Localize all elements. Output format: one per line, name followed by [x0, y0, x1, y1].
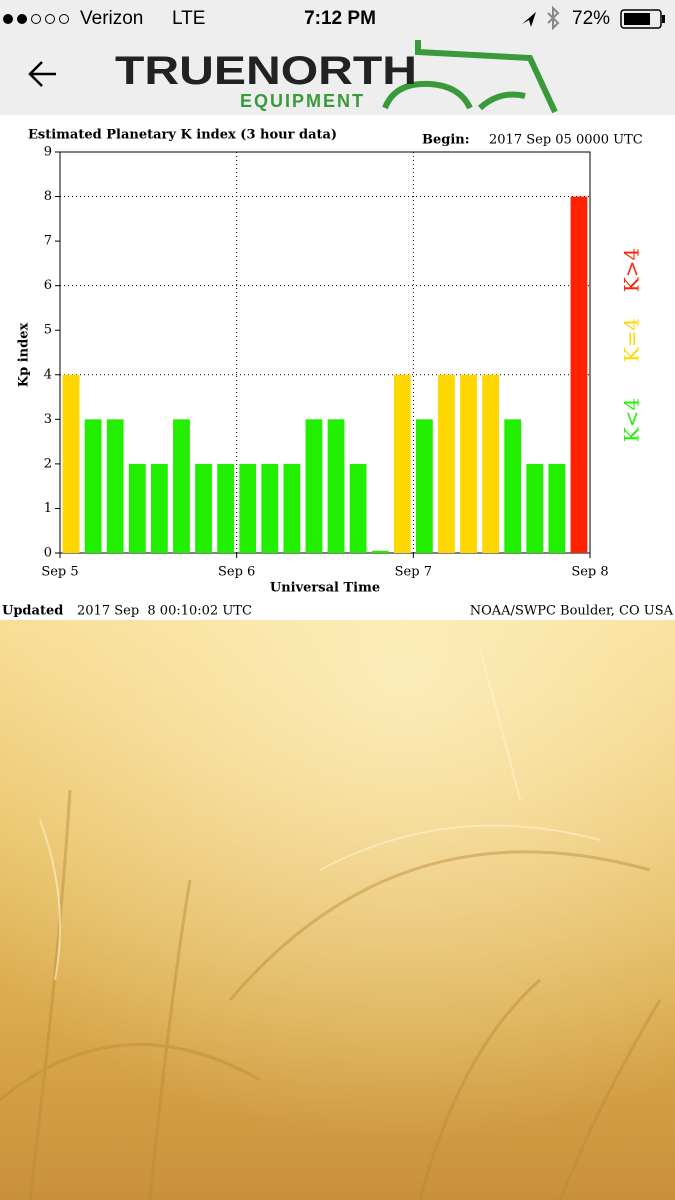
bar [150, 463, 168, 553]
bar [305, 419, 323, 553]
y-tick-label: 0 [44, 546, 52, 561]
bar [173, 419, 190, 553]
bar [393, 374, 411, 553]
bar [504, 419, 522, 553]
bar [106, 419, 124, 553]
bar [548, 463, 566, 553]
bar [62, 374, 80, 553]
legend-entry: K=4 [620, 318, 644, 362]
y-tick-label: 2 [44, 456, 52, 471]
begin-label: Begin: [422, 133, 470, 148]
bar [415, 419, 433, 553]
bar [526, 463, 544, 553]
updated-label: Updated [2, 604, 63, 619]
bar [371, 550, 389, 553]
logo: TRUENORTH EQUIPMENT [115, 40, 558, 114]
y-tick-label: 4 [44, 367, 52, 382]
bar [195, 463, 212, 553]
x-tick-label: Sep 7 [395, 565, 432, 580]
bar [128, 463, 146, 553]
signal [3, 14, 69, 24]
bar [482, 374, 500, 553]
bar [460, 374, 477, 553]
plot-area [59, 151, 591, 554]
plot: 0 1 2 3 4 5 6 7 8 9 Sep 5 Sep 6 Sep 7 Sep 8 K<4 K=4 K>4 [41, 145, 643, 580]
bar [217, 463, 235, 553]
bar [349, 463, 367, 553]
logo-subtitle: EQUIPMENT [240, 91, 365, 111]
back-button[interactable] [28, 61, 56, 87]
updated-value: 2017 Sep 8 00:10:02 UTC [77, 604, 252, 619]
carrier: Verizon [80, 8, 143, 29]
y-tick-label: 3 [44, 412, 52, 427]
status-bar [0, 0, 675, 40]
chart-title: Estimated Planetary K index (3 hour data… [28, 128, 337, 143]
x-tick-label: Sep 6 [218, 565, 255, 580]
y-tick-label: 1 [44, 501, 52, 516]
bar [570, 196, 588, 554]
location-icon [522, 12, 536, 27]
bar [84, 419, 102, 553]
y-tick-label: 8 [44, 189, 52, 204]
y-tick-label: 6 [44, 278, 52, 293]
y-tick-label: 7 [44, 234, 52, 249]
bluetooth-icon [547, 5, 560, 31]
x-tick-label: Sep 8 [571, 565, 608, 580]
source: NOAA/SWPC Boulder, CO USA [470, 604, 674, 619]
bar [239, 463, 257, 553]
bar [283, 463, 301, 553]
begin-value: 2017 Sep 05 0000 UTC [489, 133, 643, 148]
y-axis-label: Kp index [17, 323, 32, 388]
bar [327, 419, 345, 553]
x-tick-label: Sep 5 [41, 565, 78, 580]
logo-title: TRUENORTH [115, 49, 417, 93]
battery-level: 72% [572, 8, 610, 29]
bar [261, 463, 279, 553]
y-tick-label: 5 [44, 323, 52, 338]
battery-icon [620, 9, 665, 29]
header [0, 40, 675, 115]
background-image [0, 620, 675, 1200]
bar [438, 374, 455, 553]
legend-entry: K>4 [620, 248, 644, 292]
clock: 7:12 PM [304, 8, 376, 29]
network: LTE [172, 8, 205, 29]
legend-entry: K<4 [620, 398, 644, 442]
x-axis-label: Universal Time [270, 581, 380, 596]
y-tick-label: 9 [44, 145, 52, 160]
